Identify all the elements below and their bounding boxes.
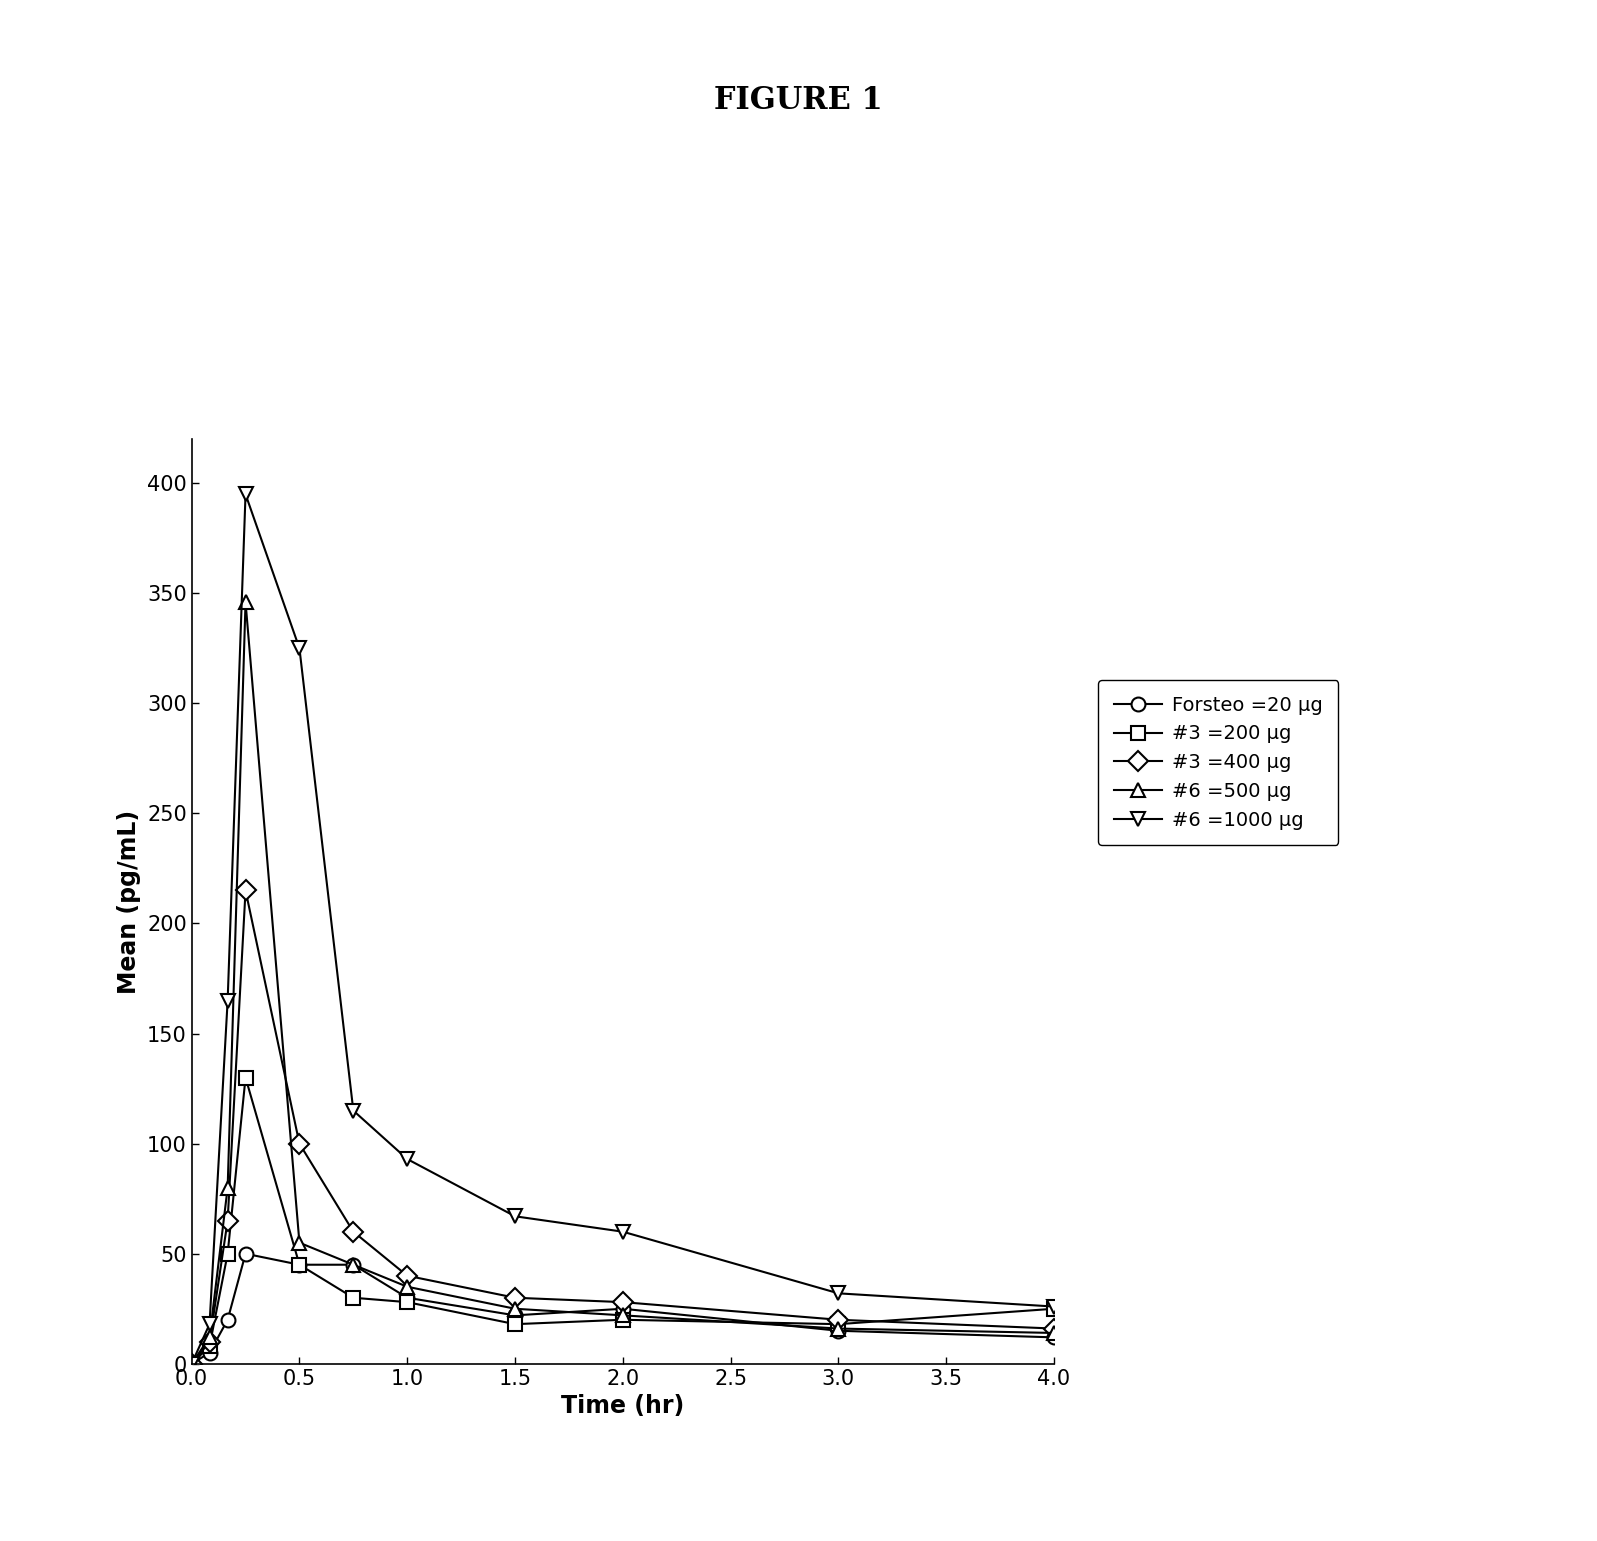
#3 =400 μg bbox=[343, 1222, 363, 1241]
#3 =200 μg bbox=[200, 1338, 219, 1356]
#6 =1000 μg bbox=[291, 640, 310, 658]
#6 =1000 μg bbox=[1044, 1298, 1064, 1316]
#6 =500 μg bbox=[343, 1256, 363, 1274]
#3 =200 μg bbox=[398, 1293, 417, 1311]
#3 =400 μg bbox=[505, 1288, 524, 1307]
#3 =400 μg bbox=[398, 1267, 417, 1285]
#6 =500 μg bbox=[398, 1277, 417, 1296]
#3 =200 μg bbox=[613, 1310, 632, 1328]
X-axis label: Time (hr): Time (hr) bbox=[561, 1395, 685, 1418]
#6 =500 μg bbox=[505, 1299, 524, 1318]
Line: #3 =200 μg: #3 =200 μg bbox=[185, 1071, 1060, 1371]
#6 =500 μg bbox=[219, 1179, 238, 1197]
#6 =1000 μg bbox=[200, 1314, 219, 1333]
#6 =500 μg bbox=[236, 593, 256, 612]
Forsteo =20 μg bbox=[1044, 1328, 1064, 1347]
#6 =1000 μg bbox=[219, 991, 238, 1009]
#6 =500 μg bbox=[1044, 1324, 1064, 1342]
#6 =1000 μg bbox=[829, 1284, 848, 1302]
#6 =500 μg bbox=[291, 1233, 310, 1251]
#6 =500 μg bbox=[829, 1319, 848, 1338]
Forsteo =20 μg bbox=[200, 1344, 219, 1362]
#6 =1000 μg bbox=[182, 1355, 201, 1373]
#6 =1000 μg bbox=[505, 1207, 524, 1225]
Forsteo =20 μg bbox=[613, 1299, 632, 1318]
Y-axis label: Mean (pg/mL): Mean (pg/mL) bbox=[118, 809, 142, 994]
Line: #3 =400 μg: #3 =400 μg bbox=[185, 883, 1060, 1371]
Forsteo =20 μg bbox=[398, 1288, 417, 1307]
#3 =400 μg bbox=[236, 881, 256, 900]
#6 =1000 μg bbox=[398, 1150, 417, 1168]
Line: #6 =500 μg: #6 =500 μg bbox=[185, 595, 1060, 1371]
#3 =400 μg bbox=[219, 1211, 238, 1230]
#6 =1000 μg bbox=[613, 1222, 632, 1241]
#3 =200 μg bbox=[182, 1355, 201, 1373]
Legend: Forsteo =20 μg, #3 =200 μg, #3 =400 μg, #6 =500 μg, #6 =1000 μg: Forsteo =20 μg, #3 =200 μg, #3 =400 μg, … bbox=[1099, 680, 1338, 844]
#6 =1000 μg bbox=[236, 485, 256, 504]
Line: Forsteo =20 μg: Forsteo =20 μg bbox=[185, 1247, 1060, 1371]
Line: #6 =1000 μg: #6 =1000 μg bbox=[185, 487, 1060, 1371]
#6 =1000 μg bbox=[343, 1102, 363, 1120]
#3 =400 μg bbox=[182, 1355, 201, 1373]
#3 =400 μg bbox=[291, 1134, 310, 1153]
#6 =500 μg bbox=[182, 1355, 201, 1373]
Forsteo =20 μg bbox=[182, 1355, 201, 1373]
Forsteo =20 μg bbox=[505, 1307, 524, 1325]
#3 =200 μg bbox=[1044, 1299, 1064, 1318]
#3 =200 μg bbox=[291, 1256, 310, 1274]
Text: FIGURE 1: FIGURE 1 bbox=[714, 85, 883, 116]
Forsteo =20 μg bbox=[343, 1256, 363, 1274]
#3 =400 μg bbox=[1044, 1319, 1064, 1338]
#3 =400 μg bbox=[613, 1293, 632, 1311]
#3 =400 μg bbox=[200, 1333, 219, 1351]
#6 =500 μg bbox=[200, 1328, 219, 1347]
#3 =200 μg bbox=[219, 1245, 238, 1264]
#3 =400 μg bbox=[829, 1310, 848, 1328]
#3 =200 μg bbox=[343, 1288, 363, 1307]
#3 =200 μg bbox=[829, 1314, 848, 1333]
Forsteo =20 μg bbox=[236, 1245, 256, 1264]
Forsteo =20 μg bbox=[219, 1310, 238, 1328]
#6 =500 μg bbox=[613, 1307, 632, 1325]
#3 =200 μg bbox=[505, 1314, 524, 1333]
Forsteo =20 μg bbox=[291, 1256, 310, 1274]
#3 =200 μg bbox=[236, 1068, 256, 1086]
Forsteo =20 μg bbox=[829, 1322, 848, 1341]
